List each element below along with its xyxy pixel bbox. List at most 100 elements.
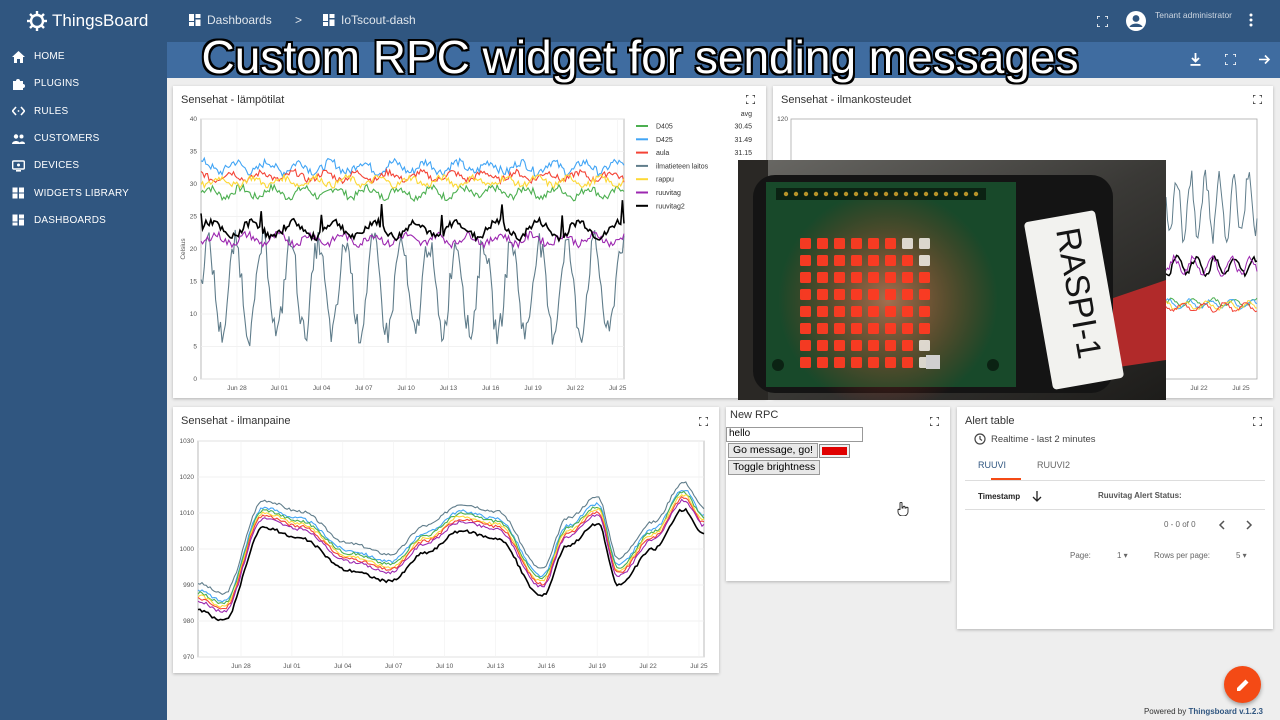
chevron-right-icon[interactable] <box>1245 520 1253 530</box>
led-pixel <box>800 357 811 368</box>
sidebar-item-widgets-library[interactable]: WIDGETS LIBRARY <box>0 179 167 206</box>
sidebar-item-dashboards[interactable]: DASHBOARDS <box>0 207 167 234</box>
edit-dashboard-button[interactable] <box>1224 666 1261 703</box>
led-pixel <box>817 306 828 317</box>
dashboard-toolbar <box>167 42 1280 78</box>
dashboard-icon <box>189 14 201 26</box>
series-line <box>197 481 705 596</box>
series-line <box>1165 300 1257 312</box>
led-pixel <box>885 272 896 283</box>
led-pixel <box>800 340 811 351</box>
led-pixel <box>902 272 913 283</box>
rows-select[interactable]: 5 ▾ <box>1236 551 1247 560</box>
led-pixel <box>834 255 845 266</box>
home-icon <box>12 50 25 63</box>
led-pixel <box>868 289 879 300</box>
y-tick-label: 5 <box>193 344 197 351</box>
color-picker[interactable] <box>819 444 850 458</box>
tab-ruuvi[interactable]: RUUVI <box>978 460 1007 470</box>
breadcrumb-dashboards[interactable]: Dashboards <box>189 13 272 27</box>
led-pixel <box>885 289 896 300</box>
send-message-button[interactable]: Go message, go! <box>728 443 818 458</box>
y-tick-label: 35 <box>190 149 198 156</box>
x-tick-label: Jul 19 <box>524 385 542 392</box>
series-line <box>1165 254 1258 278</box>
led-pixel <box>800 255 811 266</box>
fullscreen-icon[interactable] <box>1097 16 1108 27</box>
account-icon[interactable] <box>1126 11 1146 31</box>
edit-icon <box>1236 679 1248 691</box>
led-pixel <box>902 357 913 368</box>
led-pixel <box>885 238 896 249</box>
widget-alert-table: Alert table Realtime - last 2 minutes RU… <box>957 407 1273 629</box>
x-tick-label: Jul 16 <box>538 663 556 670</box>
sidebar-item-rules[interactable]: RULES <box>0 98 167 125</box>
y-tick-label: 25 <box>190 214 198 221</box>
x-tick-label: Jul 10 <box>436 663 454 670</box>
fullscreen-icon[interactable] <box>930 417 939 426</box>
code-icon <box>12 106 25 116</box>
x-tick-label: Jul 22 <box>567 385 585 392</box>
column-header-timestamp[interactable]: Timestamp <box>978 491 1042 502</box>
fullscreen-icon[interactable] <box>1253 417 1262 426</box>
video-overlay-title: Custom RPC widget for sending messages <box>201 31 1079 83</box>
y-tick-label: 0 <box>193 376 197 383</box>
sidebar-item-customers[interactable]: CUSTOMERS <box>0 125 167 152</box>
led-pixel <box>919 323 930 334</box>
led-pixel <box>885 323 896 334</box>
clock-icon <box>974 433 986 445</box>
dashboard-icon <box>323 14 335 26</box>
series-line <box>1165 302 1258 313</box>
series-line <box>1165 298 1258 310</box>
toggle-brightness-button[interactable]: Toggle brightness <box>728 460 821 475</box>
x-tick-label: Jul 13 <box>440 385 458 392</box>
sidebar-item-plugins[interactable]: PLUGINS <box>0 70 167 97</box>
y-tick-label: 120 <box>777 116 788 123</box>
x-tick-label: Jul 07 <box>385 663 403 670</box>
timewindow[interactable]: Realtime - last 2 minutes <box>974 433 1096 445</box>
led-pixel <box>902 289 913 300</box>
powered-by-label: Powered by <box>1143 707 1187 716</box>
header-divider <box>965 509 1265 510</box>
legend-label: aula <box>656 150 669 157</box>
led-pixel <box>868 323 879 334</box>
x-tick-label: Jul 16 <box>482 385 500 392</box>
series-line-aula <box>200 167 625 186</box>
tab-ruuvi2[interactable]: RUUVI2 <box>1037 460 1071 470</box>
y-tick-label: 1030 <box>180 438 195 445</box>
powered-by: Powered by Thingsboard v.1.2.3 <box>1144 707 1263 716</box>
chevron-left-icon[interactable] <box>1218 520 1226 530</box>
message-input[interactable]: hello <box>726 427 863 442</box>
led-pixel <box>885 357 896 368</box>
dashboard-icon <box>12 214 24 226</box>
series-line <box>1165 253 1258 277</box>
app-logo[interactable]: ThingsBoard <box>0 0 167 42</box>
sidebar-item-devices[interactable]: DEVICES <box>0 152 167 179</box>
y-tick-label: 1000 <box>180 546 195 553</box>
x-tick-label: Jul 25 <box>690 663 708 670</box>
legend-avg-value: 30.45 <box>734 124 752 131</box>
active-tab-indicator <box>991 478 1021 480</box>
more-vert-icon[interactable] <box>1249 13 1253 27</box>
page-label: Page: <box>1070 551 1091 560</box>
led-pixel <box>868 340 879 351</box>
page-select[interactable]: 1 ▾ <box>1117 551 1128 560</box>
widget-rpc: New RPC hello Go message, go! Toggle bri… <box>726 407 950 581</box>
x-tick-label: Jul 01 <box>283 663 301 670</box>
legend-label: ilmatieteen laitos <box>656 163 709 170</box>
led-pixel <box>851 357 862 368</box>
arrow-forward-icon[interactable] <box>1259 54 1271 65</box>
led-pixel <box>817 323 828 334</box>
sidebar-item-home[interactable]: HOME <box>0 43 167 70</box>
x-tick-label: Jul 25 <box>1232 385 1250 392</box>
led-pixel <box>851 238 862 249</box>
sidebar-item-label: CUSTOMERS <box>34 133 100 145</box>
led-pixel <box>851 323 862 334</box>
sidebar: ThingsBoard HOME PLUGINS RULES CUSTOMERS… <box>0 0 167 720</box>
led-pixel <box>868 306 879 317</box>
led-pixel <box>902 238 913 249</box>
download-icon[interactable] <box>1190 53 1201 66</box>
powered-by-brand[interactable]: Thingsboard v.1.2.3 <box>1188 707 1263 716</box>
column-header-status[interactable]: Ruuvitag Alert Status: <box>1098 491 1182 500</box>
led-pixel <box>817 289 828 300</box>
